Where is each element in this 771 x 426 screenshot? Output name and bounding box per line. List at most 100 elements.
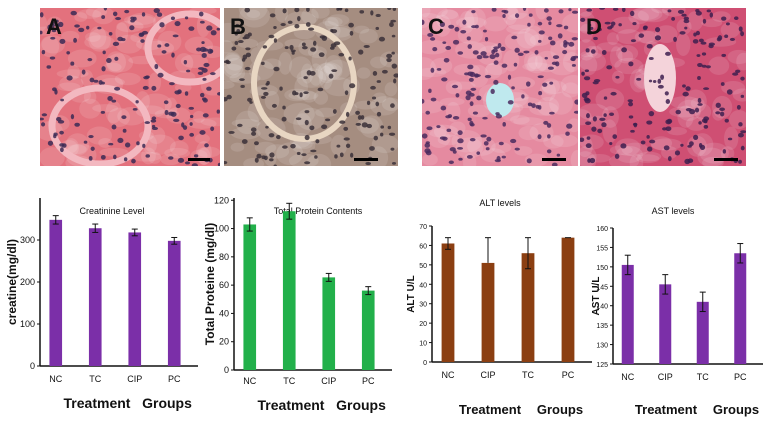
cell-nucleus [132,108,138,111]
cell-nucleus [129,25,135,31]
cell-nucleus [186,69,191,73]
cell-nucleus [124,142,131,148]
cell-nucleus [740,31,745,37]
x-axis-label-word1: Treatment [459,402,522,417]
tissue-texture [359,28,378,44]
tissue-texture [57,82,81,92]
cell-nucleus [566,123,573,129]
tissue-texture [194,133,210,144]
cell-nucleus [722,149,727,154]
cell-nucleus [197,71,204,76]
cell-nucleus [424,142,431,148]
cell-nucleus [321,35,328,41]
cell-nucleus [585,121,592,125]
cell-nucleus [333,41,341,46]
cell-nucleus [476,151,481,155]
tissue-texture [224,52,240,62]
cell-nucleus [198,11,204,17]
cell-nucleus [614,153,620,159]
cell-nucleus [102,50,106,55]
cell-nucleus [70,114,75,120]
cell-nucleus [392,8,397,12]
cell-nucleus [290,49,296,53]
tissue-texture [105,51,127,74]
cell-nucleus [586,8,593,12]
cell-nucleus [273,38,278,43]
cell-nucleus [476,95,482,101]
cell-nucleus [682,84,686,88]
x-axis-label-word2: Groups [713,402,759,417]
tissue-texture [480,148,506,163]
chart-creatinine: 0 100 200 300 Creatinine Level creatine(mg/dl… [0,180,205,420]
tissue-texture [246,9,261,19]
y-tick-label: 200 [20,277,35,287]
cell-nucleus [667,9,672,13]
cell-nucleus [609,112,615,117]
cell-nucleus [263,91,269,96]
bar [243,224,257,370]
tissue-texture [40,147,65,166]
cell-nucleus [513,62,518,67]
cell-nucleus [40,117,44,121]
cell-nucleus [306,8,310,12]
cell-nucleus [603,96,608,100]
cell-nucleus [117,137,124,144]
tissue-texture [315,107,337,118]
cell-nucleus [538,30,545,35]
cell-nucleus [548,36,553,41]
cell-nucleus [628,115,634,119]
tissue-texture [422,99,444,114]
y-tick-label: 150 [596,265,608,272]
cell-nucleus [338,52,345,57]
cell-nucleus [360,115,365,120]
cell-nucleus [304,119,309,126]
cell-nucleus [245,52,252,58]
cell-nucleus [114,86,121,91]
tissue-texture [237,38,259,49]
cell-nucleus [87,57,93,62]
cell-nucleus [697,97,702,104]
category-label: PC [168,374,181,384]
cell-nucleus [546,16,553,21]
cell-nucleus [642,25,648,31]
cell-nucleus [693,134,699,141]
cell-nucleus [655,27,661,33]
tissue-texture [422,8,448,19]
cell-nucleus [571,63,576,67]
tissue-texture [667,126,688,136]
y-tick-label: 120 [214,195,229,205]
cell-nucleus [234,41,239,46]
tissue-texture [561,82,578,98]
tissue-texture [422,153,438,166]
tissue-texture [370,96,398,116]
cell-nucleus [139,32,145,36]
cell-nucleus [448,160,454,165]
cell-nucleus [260,61,265,66]
tissue-texture [197,146,220,158]
cell-nucleus [599,8,605,10]
cell-nucleus [294,23,300,29]
cell-nucleus [467,44,473,49]
cell-nucleus [41,113,48,117]
category-label: PC [362,376,375,386]
tissue-texture [243,157,265,166]
cell-nucleus [390,19,397,23]
cell-nucleus [301,153,307,157]
tissue-texture [83,90,97,105]
cell-nucleus [603,113,607,118]
cell-nucleus [53,134,57,139]
cell-nucleus [100,110,106,114]
cell-nucleus [66,51,70,55]
cell-nucleus [547,134,551,139]
cell-nucleus [178,135,184,141]
cell-nucleus [555,61,560,67]
tissue-texture [439,97,465,106]
cell-nucleus [287,20,293,24]
cell-nucleus [202,77,207,81]
tissue-texture [353,25,370,34]
cell-nucleus [363,44,370,48]
tissue-texture [697,147,726,166]
chart-title: ALT levels [479,198,521,208]
y-tick-label: 0 [423,360,427,367]
y-tick-label: 145 [596,284,608,291]
